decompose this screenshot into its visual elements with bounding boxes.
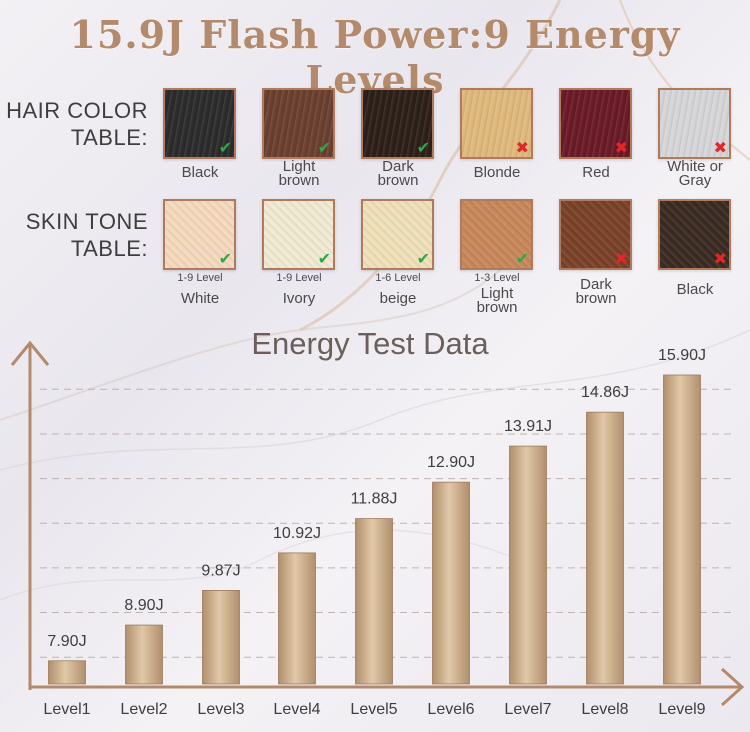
bar [509,445,547,685]
check-icon: ✔ [416,138,430,157]
skin-swatch: ✔ [262,199,335,270]
bar [202,590,240,685]
category-label: Level9 [658,701,705,718]
bar-value-label: 15.90J [658,347,706,364]
category-label: Level3 [197,701,244,718]
hair-swatch-texture [660,90,729,157]
skin-table-label-line2: TABLE: [70,236,148,261]
skin-swatch-texture [660,201,729,268]
check-icon: ✔ [515,249,529,268]
cross-icon: ✖ [713,249,727,268]
hair-swatch: ✖ [559,88,632,159]
skin-swatch-texture [264,201,333,268]
category-label: Level8 [581,701,628,718]
check-icon: ✔ [317,138,331,157]
cross-icon: ✖ [614,249,628,268]
skin-swatch: ✖ [658,199,731,270]
hair-swatch-name: Light brown [278,158,320,189]
hair-swatch-texture [462,90,531,157]
bar [48,660,86,685]
skin-swatch-name: White [180,290,220,307]
hair-table-label-line2: TABLE: [70,125,148,150]
hair-swatch: ✔ [361,88,434,159]
skin-swatch-name: Light brown [476,285,518,316]
category-label: Level4 [273,701,320,718]
hair-swatch: ✔ [262,88,335,159]
skin-table-label-line1: SKIN TONE [25,209,148,234]
skin-swatch: ✔ [163,199,236,270]
category-label: Level7 [504,701,551,718]
hair-swatch-texture [363,90,432,157]
bar-value-label: 13.91J [504,418,552,435]
skin-swatch-texture [561,201,630,268]
bar-value-label: 11.88J [351,491,398,508]
bar-value-label: 10.92J [273,525,321,542]
hair-swatch-name: Blonde [473,164,521,181]
hair-swatch-texture [561,90,630,157]
check-icon: ✔ [317,249,331,268]
check-icon: ✔ [218,138,232,157]
bar-value-label: 7.90J [47,633,86,650]
skin-swatch: ✖ [559,199,632,270]
bar-value-label: 14.86J [581,384,629,401]
cross-icon: ✖ [614,138,628,157]
check-icon: ✔ [218,249,232,268]
cross-icon: ✖ [713,138,727,157]
chart-title: Energy Test Data [251,326,489,361]
bar-value-label: 9.87J [201,562,240,579]
skin-swatch-level: 1-9 Level [177,272,223,284]
bar-value-label: 8.90J [124,597,163,614]
x-axis-arrow-icon [720,667,745,707]
hair-swatch-name: Red [582,164,610,181]
cross-icon: ✖ [515,138,529,157]
bar [125,624,163,685]
skin-swatch-level: 1-9 Level [276,272,322,284]
skin-swatch-texture [363,201,432,268]
bar-value-label: 12.90J [427,454,475,471]
bar [355,518,393,685]
hair-swatch: ✔ [163,88,236,159]
skin-table-label: SKIN TONE TABLE: [0,208,148,262]
hair-table-label-line1: HAIR COLOR [6,98,148,123]
bar [663,374,701,685]
skin-swatch-texture [462,201,531,268]
hair-swatch: ✖ [460,88,533,159]
hair-swatch-name: White or Gray [667,158,723,189]
skin-swatch-name: Ivory [282,290,316,307]
hair-swatch-texture [165,90,234,157]
skin-swatch: ✔ [460,199,533,270]
skin-swatch-name: Black [676,281,714,298]
category-label: Level5 [350,701,397,718]
skin-swatch-name: Dark brown [575,276,617,307]
hair-swatch-name: Black [181,164,219,181]
skin-swatch-texture [165,201,234,268]
check-icon: ✔ [416,249,430,268]
bar [278,552,316,685]
hair-swatch-name: Dark brown [377,158,419,189]
hair-swatch: ✖ [658,88,731,159]
skin-swatch: ✔ [361,199,434,270]
bar [586,411,624,685]
category-label: Level2 [120,701,167,718]
skin-swatch-level: 1-3 Level [474,272,520,284]
skin-swatch-name: beige [379,290,417,307]
skin-swatch-level: 1-6 Level [375,272,421,284]
category-label: Level6 [427,701,474,718]
hair-table-label: HAIR COLOR TABLE: [0,97,148,151]
y-axis-arrow-icon [10,340,50,366]
bar [432,481,470,685]
category-label: Level1 [43,701,90,718]
hair-swatch-texture [264,90,333,157]
